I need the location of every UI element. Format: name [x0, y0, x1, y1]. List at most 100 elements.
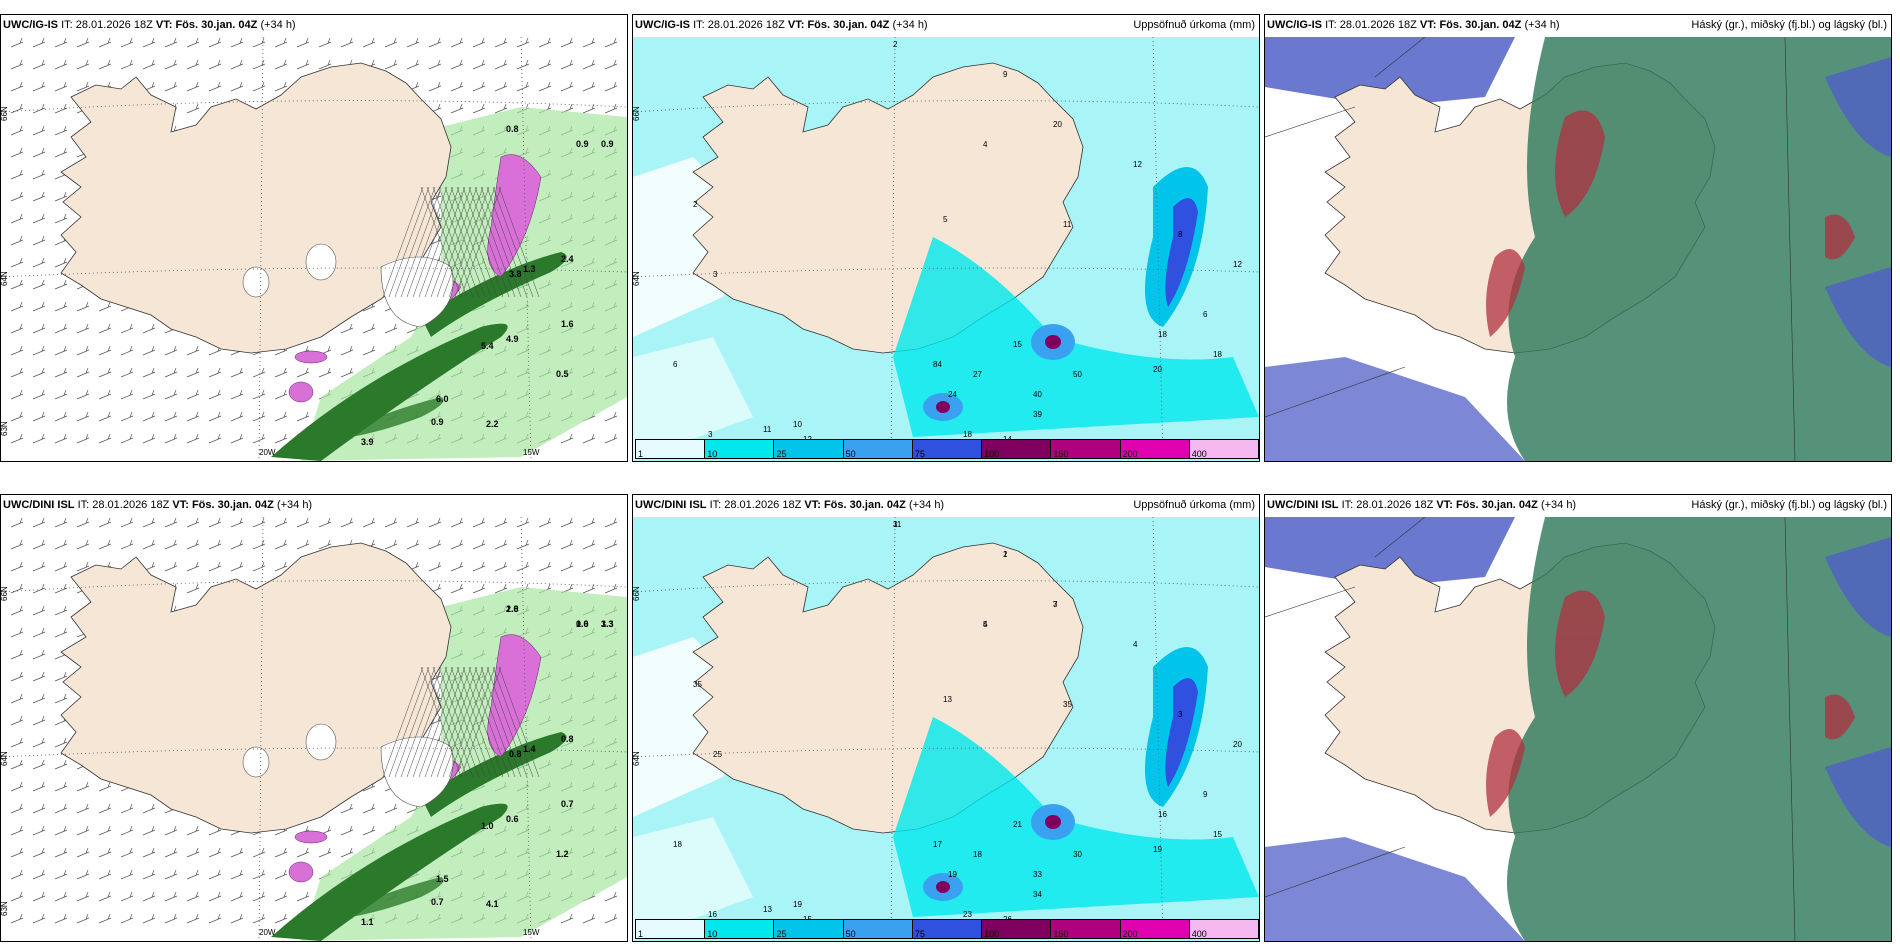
lon-line: [1152, 517, 1164, 941]
wind-barb: [98, 323, 112, 334]
wind-barb: [142, 433, 156, 444]
wind-barb: [32, 389, 46, 400]
wind-barb: [10, 649, 24, 660]
value-label: 11: [893, 520, 902, 529]
wind-barb: [252, 539, 266, 550]
precip-area: [893, 237, 1259, 437]
wind-barb: [252, 81, 266, 92]
wind-barb: [10, 715, 24, 726]
wind-barb: [208, 81, 222, 92]
legend-label: 25: [776, 449, 787, 459]
wind-barb: [340, 803, 354, 814]
wind-barb: [32, 517, 46, 528]
precip-cell: [936, 881, 950, 893]
wind-barb: [450, 37, 464, 48]
wind-barb: [274, 37, 288, 48]
region-line: [1265, 366, 1406, 418]
wind-barb: [274, 561, 288, 572]
lat-label: 66N: [1, 106, 9, 121]
low-cloud-area: [1825, 214, 1855, 260]
wind-barb: [10, 561, 24, 572]
hatch-line: [444, 666, 486, 778]
wind-barb: [120, 433, 134, 444]
wind-barb: [76, 825, 90, 836]
wind-barb: [164, 913, 178, 924]
wind-barb: [32, 891, 46, 902]
hatch-line: [480, 666, 522, 778]
wind-barb: [10, 411, 24, 422]
wind-barb: [428, 517, 442, 528]
hatch-line: [406, 666, 448, 778]
wind-barb: [362, 37, 376, 48]
value-label: 0.8: [506, 124, 519, 134]
value-label: 12: [1233, 260, 1242, 269]
wind-barb: [76, 561, 90, 572]
wind-barb: [54, 389, 68, 400]
wind-barb: [120, 913, 134, 924]
wind-barb: [76, 869, 90, 880]
wind-barb: [186, 103, 200, 114]
wind-barb: [428, 59, 442, 70]
mid-cloud-area: [1825, 747, 1891, 847]
hatch-line: [454, 186, 496, 298]
wind-barb: [98, 517, 112, 528]
wind-barb: [54, 301, 68, 312]
lon-label: 20W: [259, 448, 276, 457]
wind-barb: [164, 517, 178, 528]
hatch-line: [492, 186, 534, 298]
wind-barb: [32, 301, 46, 312]
wind-barb: [472, 103, 486, 114]
hatch-line: [420, 186, 462, 298]
wind-barb: [10, 913, 24, 924]
wind-barb: [164, 411, 178, 422]
hatch-line: [418, 186, 460, 298]
value-label: 1.0: [506, 604, 519, 614]
hatch-line: [394, 666, 436, 778]
panel-header: UWC/DINI ISL IT: 28.01.2026 18Z VT: Fös.…: [635, 499, 945, 511]
snow-streak: [487, 634, 542, 758]
value-label: 5: [983, 620, 988, 629]
wind-barb: [142, 323, 156, 334]
glacier-vatnajokull: [380, 256, 454, 328]
wind-barb: [604, 561, 618, 572]
wind-barb: [406, 539, 420, 550]
value-label: 19: [793, 900, 802, 909]
precip-cell: [936, 401, 950, 413]
wind-barb: [318, 367, 332, 378]
mid-cloud-area: [1265, 37, 1515, 107]
wind-barb: [252, 367, 266, 378]
wind-barb: [274, 847, 288, 858]
wind-barb: [54, 737, 68, 748]
value-label: 18: [1213, 350, 1222, 359]
wind-barb: [32, 235, 46, 246]
value-label: 2.2: [486, 419, 499, 429]
hatch-line: [388, 666, 430, 778]
map-panel-precip-dini: UWC/DINI ISL IT: 28.01.2026 18Z VT: Fös.…: [632, 494, 1260, 942]
value-label: 12: [1133, 160, 1142, 169]
wind-barb: [384, 37, 398, 48]
wind-barb: [32, 81, 46, 92]
wind-barb: [120, 539, 134, 550]
wind-streak: [351, 397, 444, 437]
wind-barb: [252, 869, 266, 880]
legend-swatch: 25: [774, 920, 844, 939]
legend-label: 50: [845, 929, 856, 939]
map-panel-wind-igis: UWC/IG-IS IT: 28.01.2026 18Z VT: Fös. 30…: [0, 14, 628, 462]
value-label: 6: [673, 360, 678, 369]
wind-barb: [494, 583, 508, 594]
hatch-line: [406, 186, 448, 298]
wind-barb: [582, 81, 596, 92]
wind-barb: [252, 561, 266, 572]
wind-barb: [10, 583, 24, 594]
map-canvas: 20W 15W 66N 64N 63N 1.0 1.3 1.0 0.8 0.7 1.2 1.5 1.1 4…: [1, 517, 627, 941]
wind-barb: [582, 583, 596, 594]
wind-barb: [120, 59, 134, 70]
wind-barb: [76, 37, 90, 48]
value-label: 1.5: [436, 874, 449, 884]
wind-barb: [76, 323, 90, 334]
wind-barb: [186, 37, 200, 48]
lon-label: 15W: [523, 928, 540, 937]
wind-barb: [54, 803, 68, 814]
wind-barb: [362, 803, 376, 814]
wind-barb: [98, 891, 112, 902]
